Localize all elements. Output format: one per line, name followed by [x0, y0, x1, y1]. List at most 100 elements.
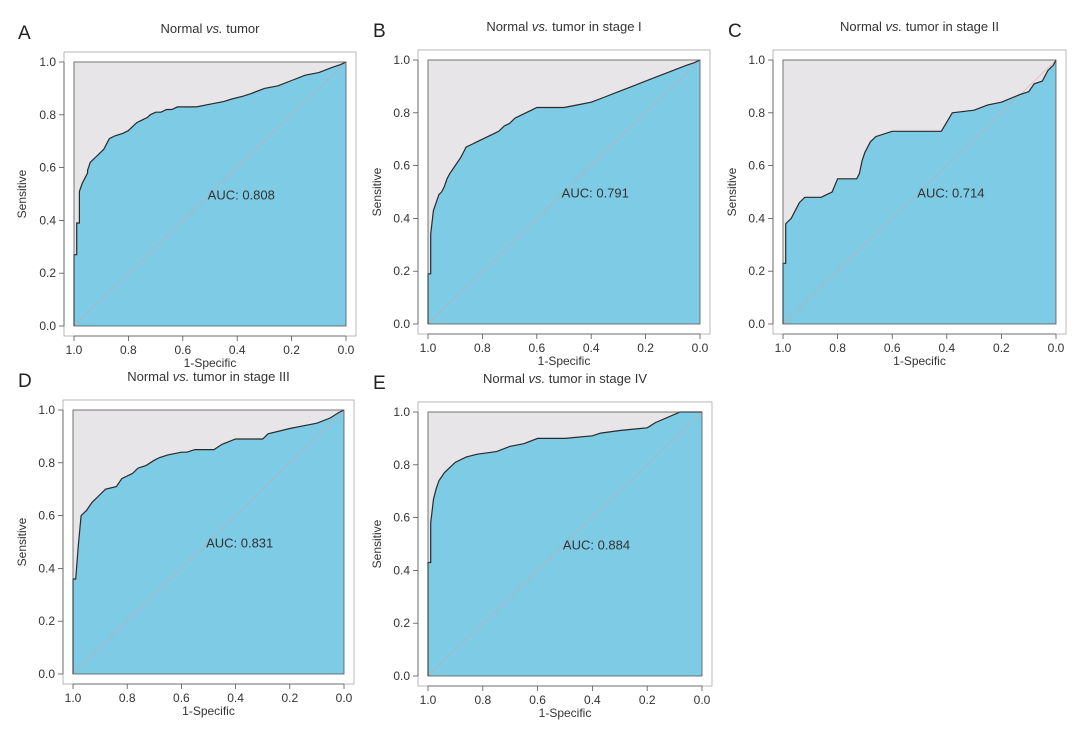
- x-tick-label: 1.0: [420, 693, 437, 707]
- y-tick-label: 0.2: [39, 266, 56, 280]
- plot-frame: [427, 411, 703, 677]
- auc-label: AUC: 0.791: [562, 185, 629, 200]
- y-tick-label: 0.8: [39, 108, 56, 122]
- auc-label: AUC: 0.714: [917, 185, 984, 200]
- chart-title: Normal vs. tumor in stage I: [486, 19, 641, 34]
- y-tick-label: 0.8: [393, 458, 410, 472]
- y-axis-label: Sensitive: [370, 519, 384, 568]
- plot-frame: [782, 59, 1057, 325]
- roc-panel-c: C Normal vs. tumor in stage II 1.0 0.8 0.6 0.…: [710, 0, 1070, 370]
- auc-label: AUC: 0.884: [563, 537, 630, 552]
- y-tick-label: 0.4: [39, 213, 56, 227]
- chart-title: Normal vs. tumor: [161, 21, 261, 36]
- roc-curve: [782, 59, 1057, 324]
- x-tick-label: 0.6: [173, 691, 190, 705]
- roc-chart-a: A Normal vs. tumor 1.0 0.8 0.6 0.4 0.2 0.0 1-Spe…: [15, 21, 357, 370]
- reference-diagonal: [427, 411, 703, 677]
- x-tick-label: 0.0: [1048, 341, 1065, 355]
- y-tick-label: 0.6: [39, 161, 56, 175]
- x-tick-label: 1.0: [65, 691, 82, 705]
- y-tick-label: 0.6: [393, 159, 410, 173]
- x-tick-label: 1.0: [66, 343, 83, 357]
- y-axis-label: Sensitive: [15, 517, 29, 566]
- reference-diagonal: [427, 59, 701, 325]
- roc-chart-b: B Normal vs. tumor in stage I 1.0 0.8 0.6 0.4…: [370, 19, 711, 368]
- x-tick-label: 0.4: [229, 343, 246, 357]
- x-tick-label: 0.2: [993, 341, 1010, 355]
- y-tick-label: 0.2: [393, 264, 410, 278]
- y-tick-label: 1.0: [39, 55, 56, 69]
- y-axis-label: Sensitive: [370, 167, 384, 216]
- x-tick-label: 0.4: [227, 691, 244, 705]
- x-tick-label: 0.6: [174, 343, 191, 357]
- auc-label: AUC: 0.808: [208, 187, 275, 202]
- chart-title: Normal vs. tumor in stage II: [840, 19, 999, 34]
- panel-letter-a: A: [18, 23, 31, 44]
- x-axis-label: 1-Specific: [182, 704, 235, 718]
- roc-chart-e: E Normal vs. tumor in stage IV 1.0 0.8 0.6 0.…: [370, 371, 713, 720]
- y-tick-label: 0.4: [748, 211, 765, 225]
- roc-panel-b: B Normal vs. tumor in stage I 1.0 0.8 0.6 0.4…: [355, 0, 715, 370]
- roc-curve: [73, 61, 347, 326]
- y-tick-label: 0.0: [39, 319, 56, 333]
- plot-frame: [72, 409, 345, 675]
- y-tick-label: 0.4: [393, 211, 410, 225]
- x-tick-label: 0.8: [829, 341, 846, 355]
- y-axis-label: Sensitive: [725, 167, 739, 216]
- plot-frame: [73, 61, 347, 327]
- reference-diagonal: [73, 61, 347, 327]
- panel-letter-d: D: [18, 371, 32, 392]
- x-tick-label: 1.0: [775, 341, 792, 355]
- x-tick-label: 0.6: [528, 341, 545, 355]
- x-tick-label: 0.8: [474, 693, 491, 707]
- y-tick-label: 1.0: [393, 405, 410, 419]
- chart-title: Normal vs. tumor in stage III: [127, 369, 290, 384]
- roc-chart-c: C Normal vs. tumor in stage II 1.0 0.8 0.6 0.…: [725, 19, 1067, 368]
- roc-panel-a: A Normal vs. tumor 1.0 0.8 0.6 0.4 0.2 0.0 1-Spe…: [0, 0, 360, 370]
- roc-curve: [427, 59, 701, 324]
- panel-letter-c: C: [728, 21, 742, 42]
- x-tick-label: 1.0: [420, 341, 437, 355]
- roc-curve: [72, 409, 345, 674]
- reference-diagonal: [782, 59, 1057, 325]
- roc-curve: [427, 411, 702, 676]
- chart-title: Normal vs. tumor in stage IV: [483, 371, 647, 386]
- panel-letter-e: E: [373, 373, 386, 394]
- x-tick-label: 0.4: [938, 341, 955, 355]
- y-tick-label: 0.8: [38, 456, 55, 470]
- x-tick-label: 0.0: [694, 693, 711, 707]
- y-axis-label: Sensitive: [15, 169, 29, 218]
- x-tick-label: 0.2: [637, 341, 654, 355]
- x-tick-label: 0.4: [584, 693, 601, 707]
- y-tick-label: 1.0: [748, 53, 765, 67]
- y-tick-label: 0.8: [748, 106, 765, 120]
- y-tick-label: 0.0: [393, 669, 410, 683]
- y-tick-label: 0.2: [393, 616, 410, 630]
- x-tick-label: 0.8: [120, 343, 137, 357]
- y-tick-label: 1.0: [38, 403, 55, 417]
- y-tick-label: 0.0: [748, 317, 765, 331]
- x-tick-label: 0.0: [692, 341, 709, 355]
- y-tick-label: 0.0: [38, 667, 55, 681]
- y-tick-label: 0.6: [393, 511, 410, 525]
- x-axis-label: 1-Specific: [184, 356, 237, 370]
- x-tick-label: 0.2: [639, 693, 656, 707]
- roc-chart-d: D Normal vs. tumor in stage III 1.0 0.8 0.6 0…: [15, 369, 355, 718]
- y-tick-label: 0.2: [38, 614, 55, 628]
- x-tick-label: 0.6: [884, 341, 901, 355]
- x-tick-label: 0.4: [583, 341, 600, 355]
- x-axis-label: 1-Specific: [539, 706, 592, 720]
- x-tick-label: 0.0: [336, 691, 353, 705]
- x-tick-label: 0.8: [474, 341, 491, 355]
- x-axis-label: 1-Specific: [893, 354, 946, 368]
- y-tick-label: 0.6: [748, 159, 765, 173]
- x-tick-label: 0.6: [529, 693, 546, 707]
- roc-panel-e: E Normal vs. tumor in stage IV 1.0 0.8 0.6 0.…: [355, 370, 715, 740]
- y-tick-label: 0.4: [38, 561, 55, 575]
- y-tick-label: 0.0: [393, 317, 410, 331]
- y-tick-label: 0.6: [38, 509, 55, 523]
- panel-letter-b: B: [373, 21, 386, 42]
- auc-label: AUC: 0.831: [206, 535, 273, 550]
- y-tick-label: 0.8: [393, 106, 410, 120]
- x-tick-label: 0.8: [119, 691, 136, 705]
